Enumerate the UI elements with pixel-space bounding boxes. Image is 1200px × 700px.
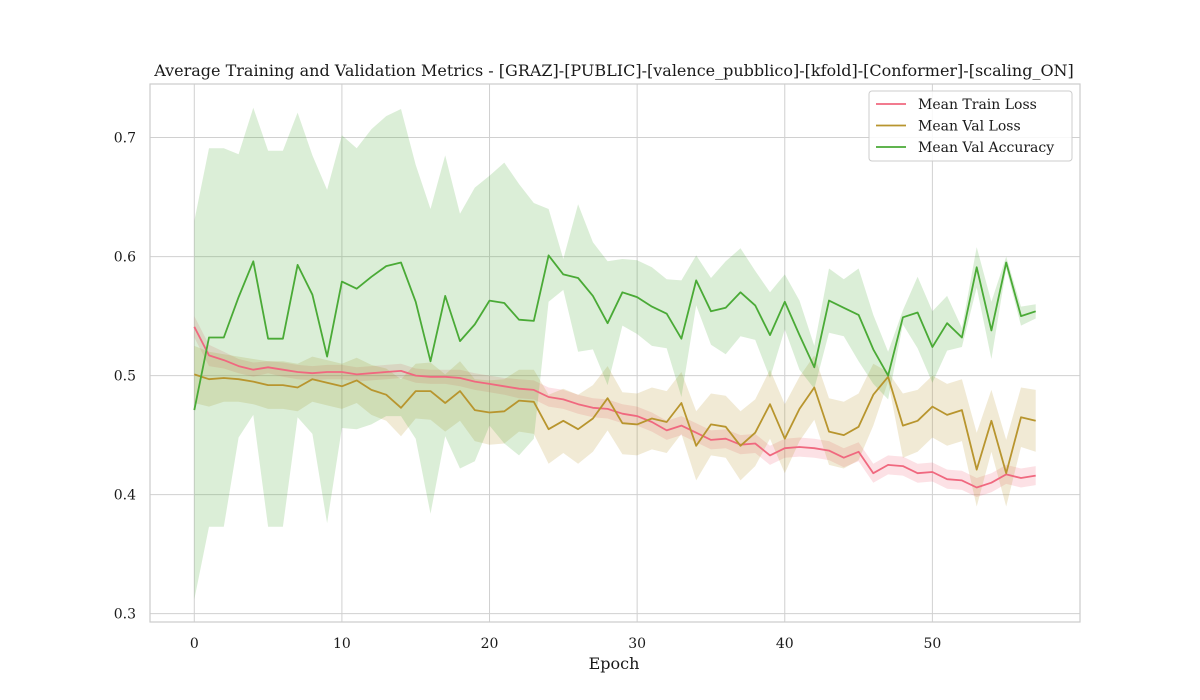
x-tick-label: 50 <box>923 636 941 652</box>
y-tick-label: 0.4 <box>114 488 136 504</box>
y-tick-label: 0.3 <box>114 607 136 623</box>
x-tick-label: 10 <box>333 636 351 652</box>
legend-label: Mean Val Loss <box>918 119 1021 135</box>
x-tick-label: 40 <box>776 636 794 652</box>
line-series-2 <box>194 373 1036 475</box>
gridlines <box>150 84 1080 622</box>
band-series-2 <box>194 345 1036 507</box>
band-series-3 <box>194 107 1036 600</box>
x-axis-label: Epoch <box>589 654 640 673</box>
legend-box <box>868 90 1073 162</box>
y-tick-label: 0.5 <box>114 369 136 385</box>
y-tick-label: 0.6 <box>114 250 136 266</box>
confidence-bands <box>194 107 1036 600</box>
series-lines <box>193 254 1036 489</box>
plot-frame <box>149 83 1081 623</box>
x-tick-label: 30 <box>628 636 646 652</box>
x-tick-labels: 0 10 20 30 40 50 <box>190 636 941 652</box>
legend-label: Mean Train Loss <box>918 97 1037 113</box>
x-tick-label: 20 <box>481 636 499 652</box>
x-tick-label: 0 <box>190 636 199 652</box>
y-tick-label: 0.7 <box>114 131 136 147</box>
line-series-3 <box>193 254 1036 411</box>
chart-title: Average Training and Validation Metrics … <box>153 61 1074 80</box>
legend: Mean Train Loss Mean Val Loss Mean Val Acc… <box>868 90 1073 162</box>
legend-label: Mean Val Accuracy <box>918 140 1054 156</box>
band-series-1 <box>194 316 1036 497</box>
y-tick-labels: 0.3 0.4 0.5 0.6 0.7 <box>114 131 136 623</box>
